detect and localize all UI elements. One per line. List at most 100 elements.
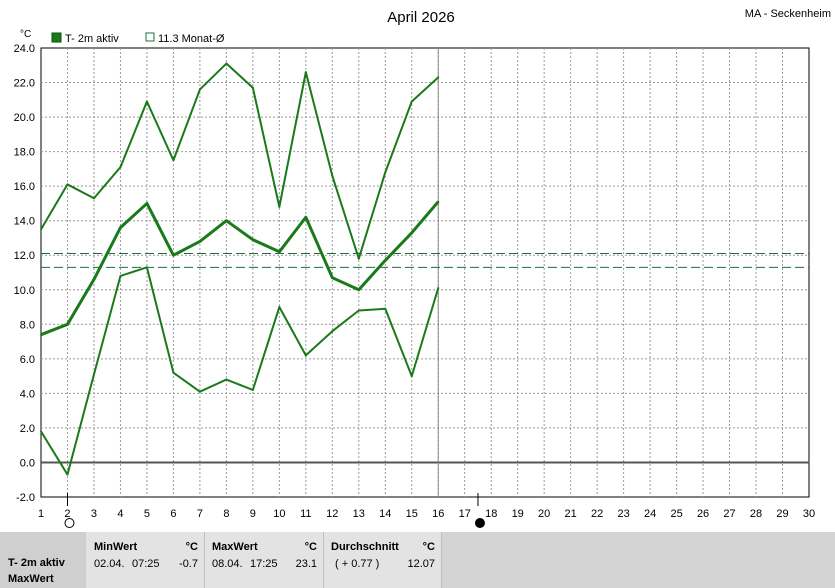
average-unit: °C [422,541,435,553]
data-point-max [437,76,440,79]
y-tick-label: 20.0 [14,112,35,124]
data-point-max [119,166,122,169]
y-tick-label: 24.0 [14,43,35,55]
data-point-mean [278,250,281,253]
x-tick-label: 30 [803,508,815,520]
data-point-mean [304,216,307,219]
x-tick-label: 15 [406,508,418,520]
legend-average-label: 11.3 Monat-Ø [158,33,225,45]
data-point-max [145,100,148,103]
x-tick-label: 11 [300,508,311,520]
x-tick-label: 4 [117,508,123,520]
x-tick-label: 14 [379,508,391,520]
x-tick-label: 13 [353,508,365,520]
data-point-min [119,274,122,277]
data-point-mean [198,240,201,243]
data-point-max [278,205,281,208]
min-date: 02.04. [94,558,125,570]
data-point-max [304,71,307,74]
new-moon-icon [474,518,485,528]
x-tick-label: 1 [38,508,44,520]
y-tick-label: 22.0 [14,78,35,90]
data-point-min [304,354,307,357]
data-point-min [437,287,440,290]
min-time: 07:25 [132,558,160,570]
stats-selected-metric: MaxWert [8,573,54,585]
average-header: Durchschnitt [331,541,399,553]
min-unit: °C [185,541,198,553]
data-point-mean [145,202,148,205]
data-point-mean [357,288,360,291]
x-tick-label: 26 [697,508,709,520]
stats-series-name: T- 2m aktiv [8,557,65,569]
max-value: 23.1 [295,558,317,570]
data-point-min [172,371,175,374]
max-value-box: MaxWert °C 08.04. 17:25 23.1 [205,532,324,588]
x-tick-label: 7 [197,508,203,520]
y-tick-label: 8.0 [20,319,35,331]
y-tick-label: 4.0 [20,388,35,400]
legend-series-label: T- 2m aktiv [65,33,119,45]
average-value: 12.07 [407,558,435,570]
data-point-max [410,100,413,103]
data-point-max [225,62,228,65]
data-point-mean [119,226,122,229]
x-tick-label: 25 [670,508,682,520]
data-point-min [357,309,360,312]
moon-phase-markers [64,493,485,528]
chart-grid [40,47,810,498]
data-point-mean [331,276,334,279]
x-tick-label: 19 [512,508,524,520]
data-point-mean [384,259,387,262]
data-point-min [225,378,228,381]
x-tick-label: 6 [170,508,176,520]
data-point-max [198,88,201,91]
x-tick-label: 5 [144,508,150,520]
min-value: -0.7 [179,558,198,570]
y-tick-label: 14.0 [14,216,35,228]
legend-series-swatch [51,32,62,43]
data-point-mean [225,219,228,222]
data-point-max [384,171,387,174]
y-tick-label: 0.0 [20,457,35,469]
x-tick-label: 8 [223,508,229,520]
series-line-min [40,266,440,476]
x-tick-label: 23 [617,508,629,520]
axis-tick-labels: 1 2 3 4 5 6 7 8 9 10 11 12 13 14 15 16 17 18 19 20 21 22 23 24 2… [14,43,816,520]
max-time: 17:25 [250,558,278,570]
x-tick-label: 16 [432,508,444,520]
data-point-min [331,330,334,333]
chart-title: April 2026 [387,9,455,26]
average-value-box: Durchschnitt °C ( + 0.77 ) 12.07 [324,532,442,588]
data-point-mean [66,323,69,326]
data-point-min [410,375,413,378]
x-tick-label: 2 [64,508,70,520]
x-tick-label: 24 [644,508,656,520]
x-tick-label: 9 [250,508,256,520]
x-tick-label: 3 [91,508,97,520]
y-tick-label: 18.0 [14,147,35,159]
data-point-mean [40,333,42,336]
y-tick-label: 12.0 [14,250,35,262]
min-value-box: MinWert °C 02.04. 07:25 -0.7 [86,532,205,588]
y-tick-label: 2.0 [20,423,35,435]
x-tick-label: 22 [591,508,603,520]
data-point-min [145,266,148,269]
data-point-max [251,86,254,89]
max-header: MaxWert [212,541,258,553]
x-tick-label: 12 [326,508,338,520]
full-moon-icon [64,518,75,528]
x-tick-label: 20 [538,508,550,520]
x-tick-label: 29 [776,508,788,520]
y-tick-label: 16.0 [14,181,35,193]
y-axis-unit: °C [20,29,31,40]
series-line-max [40,62,439,260]
data-point-min [40,430,42,433]
data-point-max [357,257,360,260]
plot-area [40,47,810,498]
x-tick-label: 27 [723,508,735,520]
x-tick-label: 18 [485,508,497,520]
y-tick-label: 10.0 [14,285,35,297]
legend-average-swatch [145,32,155,42]
data-point-max [40,228,42,231]
